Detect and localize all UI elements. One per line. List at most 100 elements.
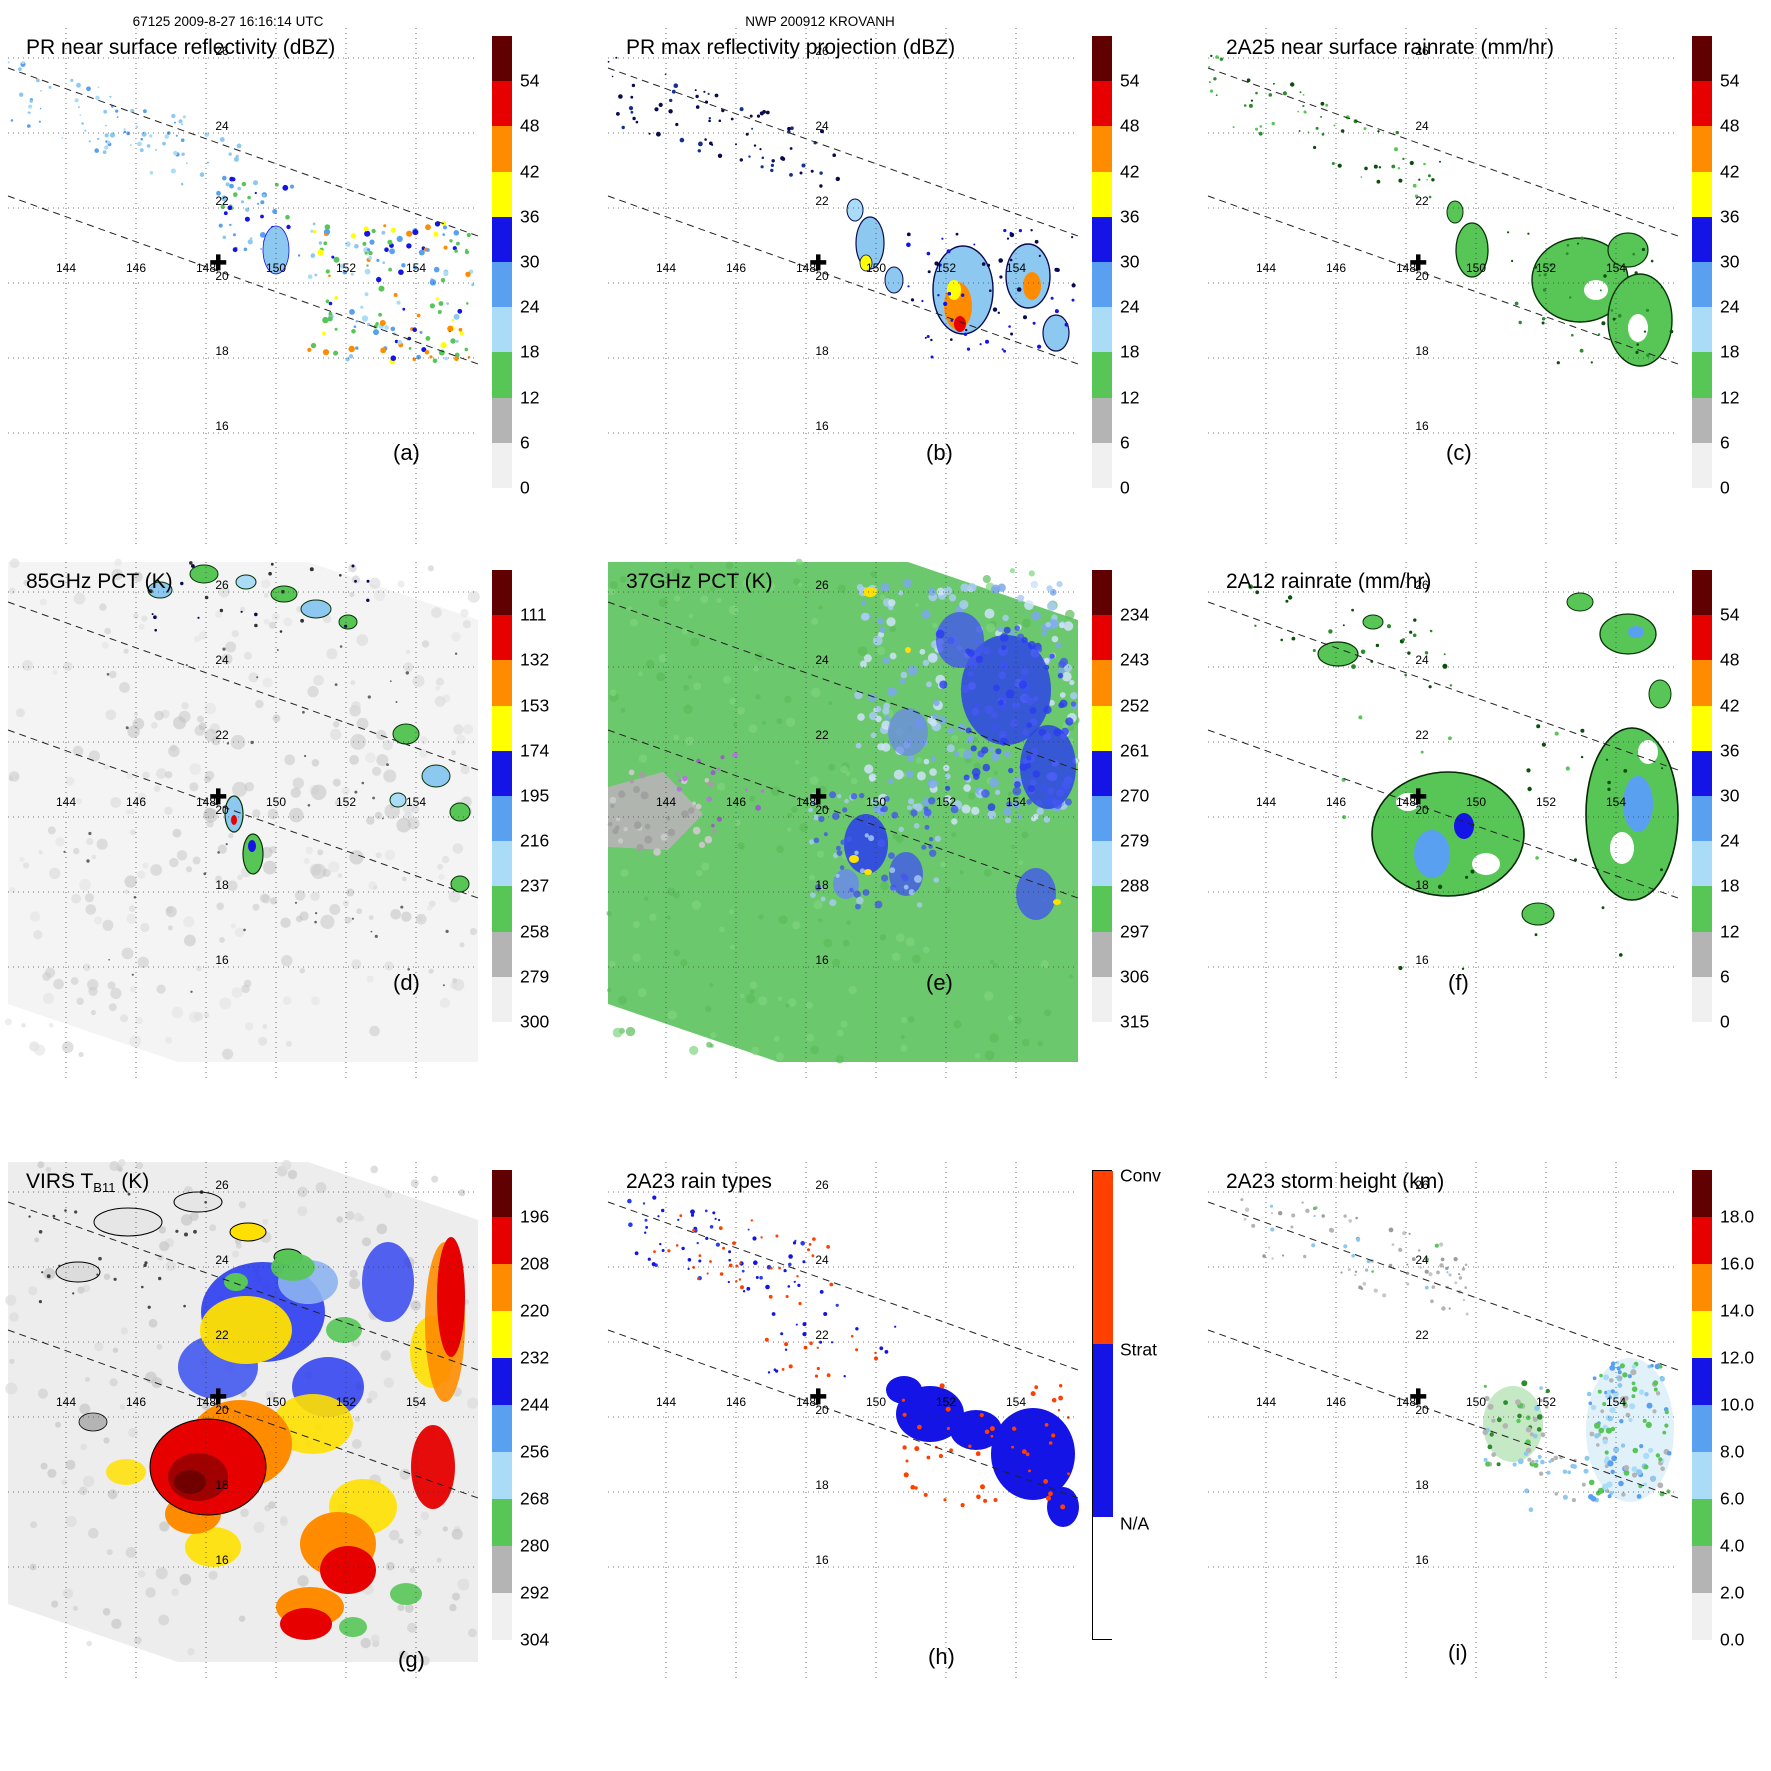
storm-center-marker [1410, 1388, 1427, 1405]
colorbar-segment [1092, 750, 1112, 796]
colorbar-b: 54 48 42 36 30 24 18 12 6 0 [1092, 36, 1162, 498]
svg-text:20: 20 [815, 803, 829, 817]
colorbar-tick-label: 2.0 [1720, 1582, 1745, 1603]
svg-text:144: 144 [656, 1395, 676, 1409]
svg-text:16: 16 [215, 419, 229, 433]
colorbar-segment [492, 307, 512, 353]
svg-text:146: 146 [1326, 1395, 1346, 1409]
svg-text:26: 26 [1415, 44, 1429, 58]
colorbar-c: 54 48 42 36 30 24 18 12 6 0 [1692, 36, 1762, 498]
colorbar-segment [492, 171, 512, 217]
colorbar-segment [1692, 705, 1712, 751]
colorbar-tick-label: 36 [1720, 740, 1740, 761]
panel-title-f: 2A12 rainrate (mm/hr) [1226, 570, 1431, 593]
svg-text:144: 144 [656, 795, 676, 809]
svg-text:150: 150 [266, 795, 286, 809]
panel-b: 144 146 148 150 152 154 26 24 22 20 18 16 PR max ref… [607, 28, 1168, 548]
colorbar-h: Conv Strat N/A [1092, 1166, 1162, 1640]
swath-edge-lines [607, 67, 1079, 365]
svg-text:24: 24 [1415, 1253, 1429, 1267]
panel-i: 144 146 148 150 152 154 26 24 22 20 18 16 2A23 storm… [1207, 1162, 1768, 1682]
panel-g: 144 146 148 150 152 154 26 24 22 20 18 16 VIRS TB11 … [5, 1159, 568, 1682]
storm-center-marker [810, 788, 827, 805]
colorbar-tick-label: 153 [520, 695, 550, 716]
svg-text:24: 24 [215, 1253, 229, 1267]
svg-text:18: 18 [1415, 344, 1429, 358]
colorbar-tick-label: 268 [520, 1488, 550, 1509]
panel-letter-d: (d) [393, 970, 420, 995]
panel-title-c: 2A25 near surface rainrate (mm/hr) [1226, 36, 1554, 59]
svg-text:150: 150 [866, 795, 886, 809]
graticule [8, 562, 478, 1082]
colorbar-tick-label: 196 [520, 1206, 550, 1227]
colorbar-segment [1092, 795, 1112, 842]
svg-text:146: 146 [126, 795, 146, 809]
svg-text:22: 22 [1415, 728, 1429, 742]
colorbar-tick-label: 30 [520, 251, 540, 272]
svg-text:150: 150 [1466, 261, 1486, 275]
svg-text:22: 22 [215, 1328, 229, 1342]
colorbar-segment [1092, 171, 1112, 217]
svg-text:150: 150 [866, 261, 886, 275]
panel-e: 144 146 148 150 152 154 26 24 22 20 18 16 37GHz PCT … [606, 558, 1168, 1082]
colorbar-segment [1093, 1171, 1113, 1345]
svg-text:26: 26 [1415, 1178, 1429, 1192]
graticule [1208, 562, 1678, 1082]
colorbar-segment [1092, 126, 1112, 172]
colorbar-tick-label: 279 [1120, 830, 1150, 851]
svg-text:22: 22 [815, 1328, 829, 1342]
colorbar-tick-label: 132 [520, 649, 550, 670]
svg-text:18: 18 [815, 344, 829, 358]
svg-text:24: 24 [1415, 653, 1429, 667]
colorbar-segment [1692, 1358, 1712, 1405]
svg-text:152: 152 [1536, 795, 1556, 809]
colorbar-segment [492, 261, 512, 308]
colorbar-tick-label: 14.0 [1720, 1300, 1755, 1321]
colorbar-tick-label: 12 [1720, 387, 1740, 408]
colorbar-segment [1092, 705, 1112, 751]
colorbar-tick-label: 6 [1720, 966, 1730, 987]
svg-text:24: 24 [815, 1253, 829, 1267]
panel-letter-g: (g) [398, 1647, 425, 1672]
panel-title-d: 85GHz PCT (K) [26, 570, 173, 593]
svg-text:16: 16 [815, 419, 829, 433]
colorbar-tick-label: 0 [1720, 477, 1730, 498]
svg-text:24: 24 [215, 119, 229, 133]
colorbar-segment [1692, 442, 1712, 488]
data-layer-e [606, 558, 1080, 1064]
svg-text:152: 152 [936, 261, 956, 275]
colorbar-i: 18.0 16.0 14.0 12.0 10.0 8.0 6.0 4.0 2.0 0.0 [1692, 1170, 1762, 1650]
colorbar-segment [1692, 615, 1712, 661]
colorbar-segment [1692, 171, 1712, 217]
svg-text:22: 22 [815, 728, 829, 742]
svg-text:16: 16 [1415, 419, 1429, 433]
panel-a: 144 146 148 150 152 154 26 24 22 20 18 16 PR near su… [7, 28, 568, 548]
colorbar-tick-label: 36 [1720, 206, 1740, 227]
colorbar-tick-label: 232 [520, 1347, 550, 1368]
panel-d: 144 146 148 150 152 154 26 24 22 20 18 16 85GHz PCT … [4, 558, 568, 1082]
colorbar-segment [1092, 660, 1112, 706]
colorbar-segment [1692, 750, 1712, 796]
svg-text:150: 150 [266, 1395, 286, 1409]
svg-text:26: 26 [215, 578, 229, 592]
colorbar-segment [1692, 1452, 1712, 1499]
data-layer-c [1208, 54, 1674, 367]
colorbar-tick-label: 18 [1720, 875, 1740, 896]
panel-title-g: VIRS TB11 (K) [26, 1170, 149, 1195]
svg-text:20: 20 [215, 269, 229, 283]
colorbar-tick-label: 54 [520, 70, 540, 91]
svg-text:146: 146 [726, 1395, 746, 1409]
colorbar-tick-label: 244 [520, 1394, 550, 1415]
data-layer-i [1240, 1198, 1674, 1512]
svg-text:22: 22 [1415, 194, 1429, 208]
svg-text:144: 144 [56, 1395, 76, 1409]
colorbar-segment [492, 795, 512, 842]
colorbar-tick-label: 6.0 [1720, 1488, 1745, 1509]
colorbar-segment [492, 976, 512, 1022]
colorbar-segment [492, 705, 512, 751]
